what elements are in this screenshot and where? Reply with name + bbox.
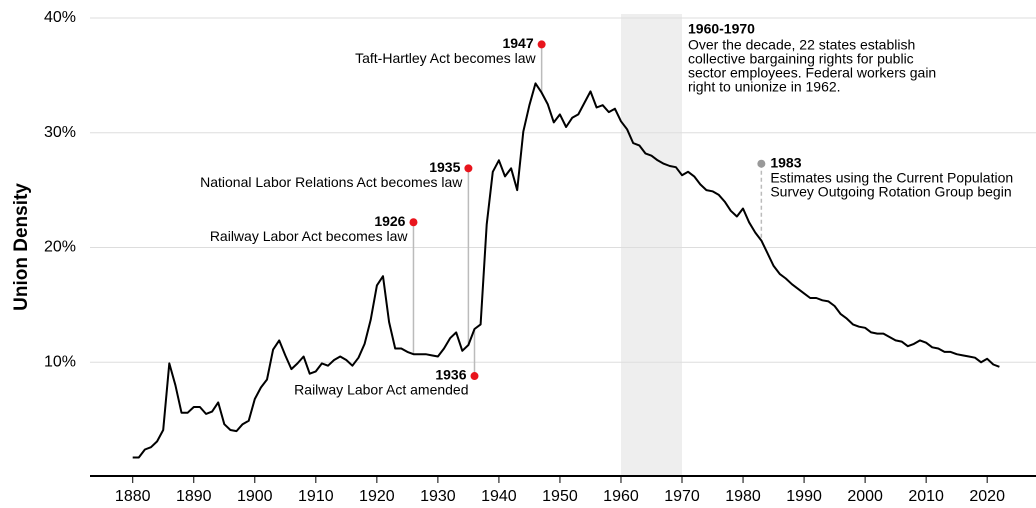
x-tick-label: 1980 bbox=[725, 488, 761, 505]
shade-text: sector employees. Federal workers gain bbox=[688, 65, 936, 81]
annotation-text: Estimates using the Current Population bbox=[770, 169, 1013, 185]
shade-text: collective bargaining rights for public bbox=[688, 51, 914, 67]
x-tick-label: 1880 bbox=[115, 488, 151, 505]
data-line bbox=[132, 82, 1000, 459]
y-tick-label: 40% bbox=[44, 9, 76, 26]
x-tick-label: 2010 bbox=[908, 488, 944, 505]
annotation-text: Survey Outgoing Rotation Group begin bbox=[770, 183, 1011, 199]
x-tick-label: 2020 bbox=[969, 488, 1005, 505]
y-tick-label: 30% bbox=[44, 124, 76, 141]
annotation-text: National Labor Relations Act becomes law bbox=[200, 174, 463, 190]
x-tick-label: 1990 bbox=[786, 488, 822, 505]
annotation-text: Railway Labor Act amended bbox=[294, 382, 468, 398]
y-tick-label: 10% bbox=[44, 353, 76, 370]
annotation-point bbox=[464, 164, 473, 173]
annotation-year: 1947 bbox=[502, 35, 533, 51]
annotation-text: Railway Labor Act becomes law bbox=[210, 228, 409, 244]
annotation-year: 1926 bbox=[374, 213, 405, 229]
x-tick-label: 2000 bbox=[847, 488, 883, 505]
annotation-point bbox=[470, 372, 479, 381]
y-tick-label: 20% bbox=[44, 239, 76, 256]
x-tick-label: 1970 bbox=[664, 488, 700, 505]
annotation-year: 1935 bbox=[429, 159, 460, 175]
y-axis-label: Union Density bbox=[11, 183, 32, 311]
annotation-point bbox=[537, 40, 546, 49]
annotation-year: 1983 bbox=[770, 154, 801, 170]
annotation-point bbox=[409, 218, 418, 227]
x-tick-label: 1920 bbox=[359, 488, 395, 505]
annotation-text: Taft-Hartley Act becomes law bbox=[355, 50, 536, 66]
annotation-year: 1936 bbox=[435, 367, 466, 383]
x-tick-label: 1930 bbox=[420, 488, 456, 505]
annotation-point bbox=[757, 159, 766, 168]
shade-text: Over the decade, 22 states establish bbox=[688, 37, 915, 53]
shade-text: right to unionize in 1962. bbox=[688, 79, 841, 95]
shade-label: 1960-1970 bbox=[688, 21, 755, 37]
x-tick-label: 1910 bbox=[298, 488, 334, 505]
x-tick-label: 1890 bbox=[176, 488, 212, 505]
shade-band bbox=[620, 14, 683, 476]
x-tick-label: 1950 bbox=[542, 488, 578, 505]
x-tick-label: 1960 bbox=[603, 488, 639, 505]
x-tick-label: 1940 bbox=[481, 488, 517, 505]
x-tick-label: 1900 bbox=[237, 488, 273, 505]
